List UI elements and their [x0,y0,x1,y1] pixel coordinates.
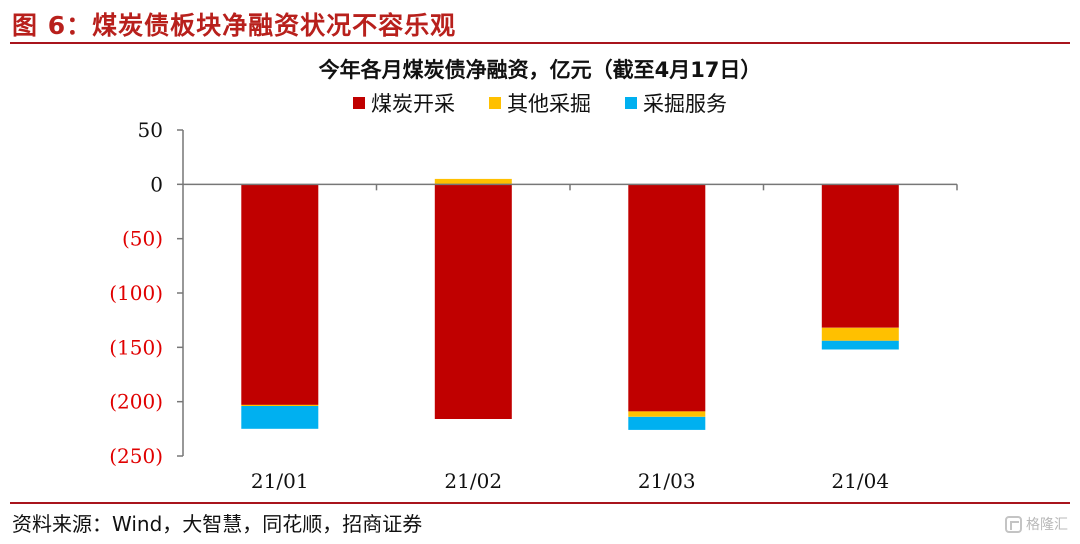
legend-swatch-coal-mining [353,97,365,109]
bar-21-03-series-2 [628,416,706,430]
legend-swatch-other-mining [489,97,501,109]
watermark-logo-icon [1005,515,1022,533]
legend-item-other-mining: 其他采掘 [489,88,591,118]
bar-21-02-series-0 [434,184,512,419]
bar-21-04-series-0 [821,184,899,328]
y-tick-label: (50) [122,227,163,251]
bar-21-04-series-2 [821,340,899,350]
figure-title: 图 6：煤炭债板块净融资状况不容乐观 [12,11,457,40]
title-divider [10,42,1070,44]
legend-swatch-mining-services [625,97,637,109]
y-tick-label: 50 [138,118,163,142]
chart-legend: 煤炭开采 其他采掘 采掘服务 [0,88,1080,118]
bar-21-01-series-2 [241,406,319,429]
legend-label-mining-services: 采掘服务 [643,92,727,116]
legend-label-coal-mining: 煤炭开采 [371,92,455,116]
legend-item-mining-services: 采掘服务 [625,88,727,118]
bar-21-03-series-1 [628,411,706,417]
legend-item-coal-mining: 煤炭开采 [353,88,455,118]
y-tick-label: (200) [109,390,163,414]
y-tick-label: 0 [150,172,163,196]
x-tick-label: 21/03 [638,469,696,493]
bar-21-02-series-1 [434,178,512,185]
source-divider [10,502,1070,504]
x-tick-label: 21/01 [251,469,309,493]
bar-21-04-series-1 [821,327,899,341]
y-tick-label: (100) [109,281,163,305]
y-tick-label: (150) [109,335,163,359]
bar-21-03-series-0 [628,184,706,412]
x-tick-label: 21/04 [831,469,889,493]
y-tick-label: (250) [109,444,163,468]
bar-21-01-series-0 [241,184,319,405]
source-note: 资料来源：Wind，大智慧，同花顺，招商证券 [12,512,423,536]
legend-label-other-mining: 其他采掘 [507,92,591,116]
watermark-text: 格隆汇 [1026,517,1068,533]
watermark: 格隆汇 [1005,514,1068,534]
bar-21-01-series-1 [241,404,319,406]
chart-title: 今年各月煤炭债净融资，亿元（截至4月17日） [318,58,762,82]
x-tick-label: 21/02 [444,469,502,493]
